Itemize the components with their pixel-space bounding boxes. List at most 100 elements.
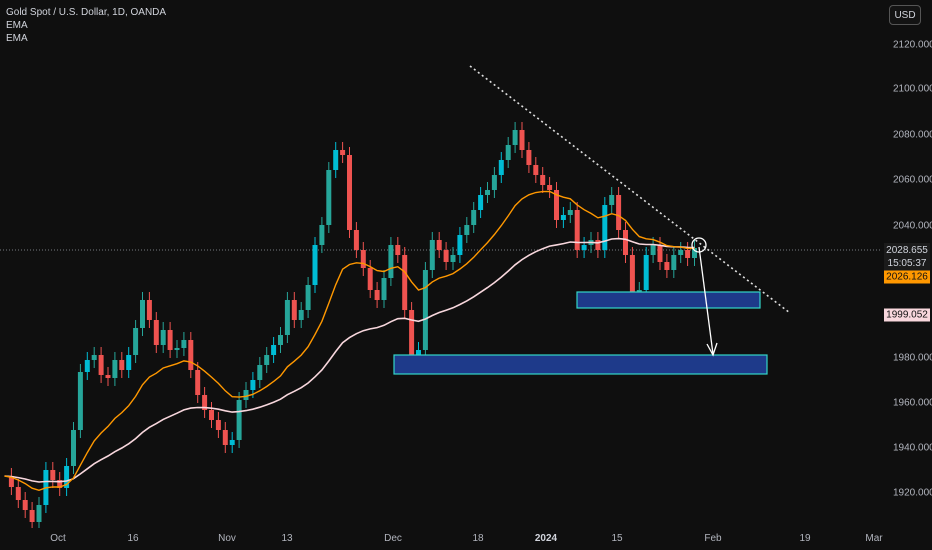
candle-body (77, 372, 83, 430)
candle-body (450, 255, 456, 262)
candle-body (284, 300, 290, 335)
candle-body (202, 395, 208, 410)
time-tick: Dec (384, 533, 402, 544)
candle-body (140, 300, 145, 328)
time-tick: Oct (50, 533, 66, 544)
time-tick: 18 (472, 533, 484, 544)
candle-body (278, 335, 283, 345)
candle-body (188, 340, 194, 370)
candle-body (8, 476, 14, 487)
candle-body (264, 355, 270, 365)
candle-body (443, 250, 449, 262)
candle-body (146, 300, 152, 320)
candle-body (236, 400, 242, 440)
candle-body (629, 255, 635, 295)
candle-body (395, 245, 401, 255)
candle-body (678, 250, 684, 255)
price-tick: 1940.000 (893, 442, 932, 454)
indicator-ema-2[interactable]: EMA (6, 33, 28, 44)
candle-body (526, 150, 532, 165)
candle-body (609, 195, 615, 205)
ema-fast-line (4, 190, 695, 492)
support-zone-lower[interactable] (393, 354, 768, 375)
candle-body (650, 245, 656, 255)
candle-body (57, 480, 63, 488)
candle-body (512, 130, 518, 145)
last-price-label: 2028.655 15:05:37 (884, 243, 930, 271)
time-tick: 19 (799, 533, 811, 544)
candle-body (692, 248, 697, 258)
candle-body (409, 310, 415, 355)
candle-body (91, 355, 97, 360)
currency-button[interactable]: USD (889, 5, 921, 25)
candle-body (671, 255, 677, 270)
candle-body (457, 235, 463, 255)
candle-body (505, 145, 511, 160)
price-chart[interactable] (0, 0, 880, 528)
candle-body (333, 150, 339, 170)
candle-body (291, 300, 297, 320)
candle-body (402, 255, 408, 310)
price-tick: 2040.000 (893, 220, 932, 232)
candle-body (50, 470, 56, 480)
candle-body (464, 225, 470, 235)
candle-body (153, 320, 159, 345)
candle-body (554, 190, 559, 220)
price-tick: 2120.000 (893, 39, 932, 51)
candle-body (167, 330, 173, 350)
candle-body (215, 420, 221, 430)
candle-body (602, 205, 608, 250)
time-tick: Nov (218, 533, 236, 544)
candle-body (319, 225, 325, 245)
candle-body (36, 505, 42, 522)
projection-arrow-head (706, 342, 718, 357)
chart-legend: Gold Spot / U.S. Dollar, 1D, OANDA EMA E… (6, 6, 166, 45)
candle-body (533, 165, 539, 175)
candle-body (126, 355, 132, 370)
projection-arrow-shaft[interactable] (698, 246, 714, 355)
candle-body (347, 155, 352, 230)
candle-body (353, 230, 359, 250)
candle-body (112, 360, 118, 378)
candle-body (133, 328, 139, 355)
candle-body (498, 160, 504, 175)
candle-body (22, 500, 28, 510)
candle-body (657, 245, 663, 262)
candle-body (84, 360, 90, 372)
candle-body (685, 250, 691, 258)
price-tick: 1920.000 (893, 487, 932, 499)
support-zone-upper[interactable] (576, 291, 761, 309)
candle-body (71, 430, 76, 466)
ema-fast-price-label: 2026.126 (884, 270, 930, 284)
candle-body (540, 175, 546, 185)
candle-body (160, 330, 166, 345)
price-tick: 2080.000 (893, 129, 932, 141)
candle-body (581, 245, 587, 250)
last-price-value: 2028.655 (886, 245, 928, 256)
candle-body (560, 215, 566, 220)
candle-body (119, 360, 125, 370)
candle-body (250, 380, 256, 390)
candle-body (643, 255, 649, 290)
indicator-ema-1[interactable]: EMA (6, 20, 28, 31)
candle-body (416, 350, 421, 355)
bar-countdown: 15:05:37 (887, 258, 927, 269)
downtrend-line[interactable] (469, 65, 791, 314)
candle-body (64, 466, 70, 488)
price-tick: 2100.000 (893, 83, 932, 95)
candle-body (547, 185, 553, 190)
candle-body (436, 240, 442, 250)
time-tick: 13 (281, 533, 293, 544)
time-tick: 16 (127, 533, 139, 544)
candle-body (664, 262, 670, 270)
candle-body (298, 310, 304, 320)
candle-body (222, 430, 228, 445)
candle-body (374, 290, 380, 300)
candle-body (340, 150, 346, 155)
candle-body (595, 240, 601, 250)
candlestick-series (8, 122, 697, 528)
symbol-title[interactable]: Gold Spot / U.S. Dollar, 1D, OANDA (6, 7, 167, 18)
candle-body (229, 440, 235, 445)
candle-body (381, 278, 387, 300)
candle-body (429, 240, 435, 270)
